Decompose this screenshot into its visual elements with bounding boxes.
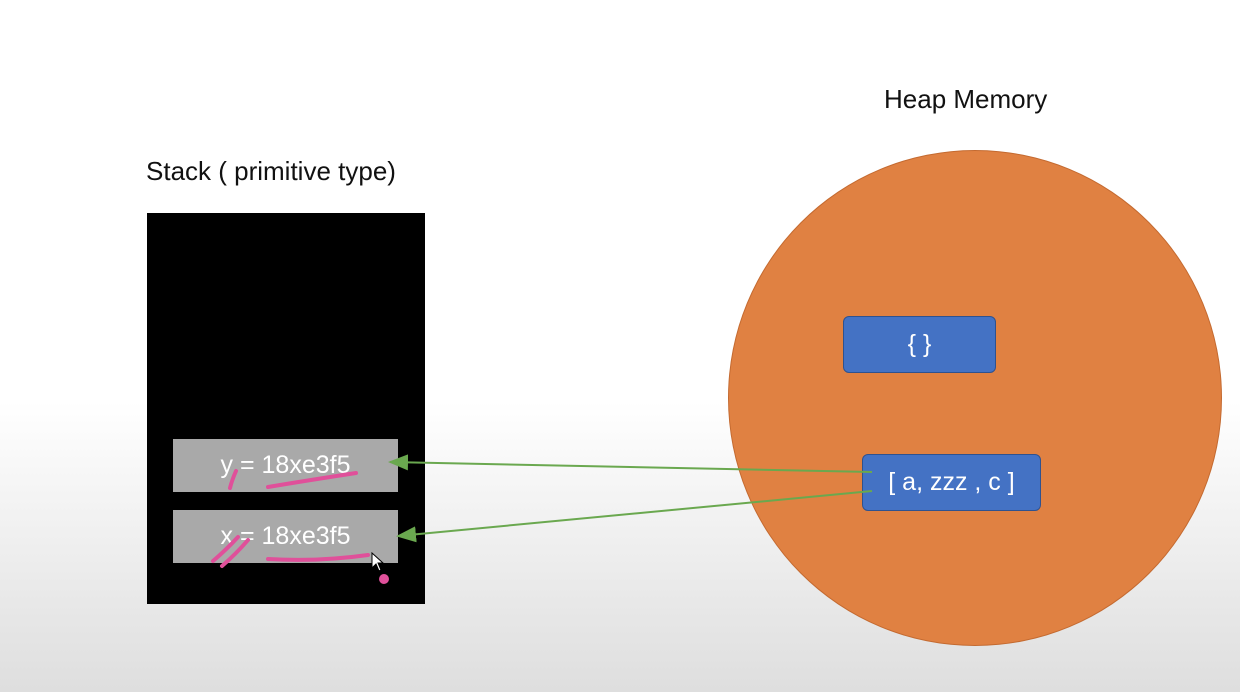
heap-object-array: [ a, zzz , c ] (862, 454, 1041, 511)
heap-circle (728, 150, 1222, 646)
heap-object-array-label: [ a, zzz , c ] (888, 468, 1015, 496)
heap-title: Heap Memory (884, 84, 1048, 114)
heap-object-braces: { } (843, 316, 996, 373)
stack-cell-x: x = 18xe3f5 (173, 510, 398, 563)
stack-cell-x-label: x = 18xe3f5 (220, 522, 351, 550)
stack-cell-y-label: y = 18xe3f5 (220, 451, 351, 479)
heap-object-braces-label: { } (907, 330, 932, 358)
stack-title: Stack ( primitive type) (146, 156, 396, 186)
stack-cell-y: y = 18xe3f5 (173, 439, 398, 492)
stack-box: y = 18xe3f5 x = 18xe3f5 (147, 213, 425, 604)
